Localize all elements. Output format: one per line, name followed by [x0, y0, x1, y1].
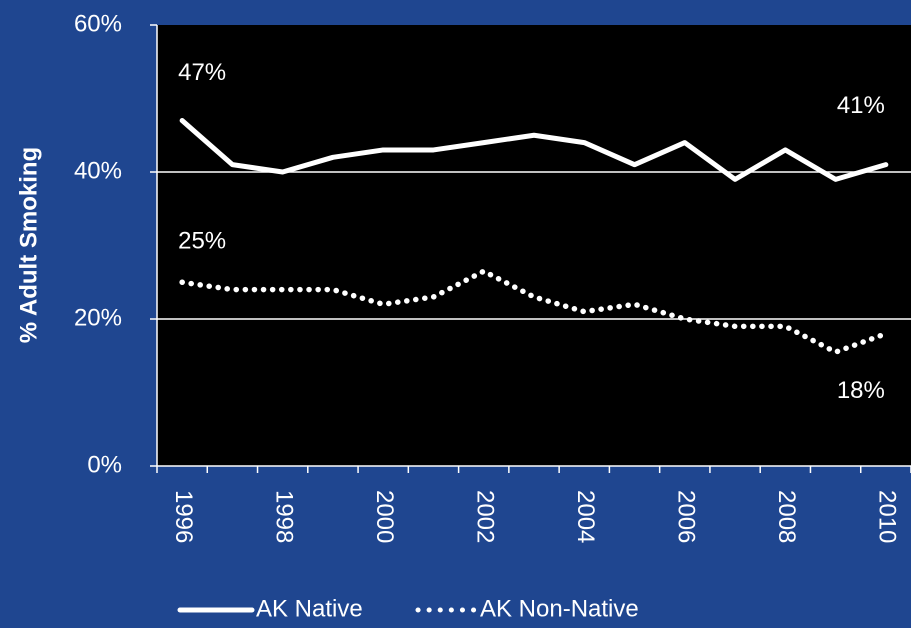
plot-area: [157, 25, 911, 466]
x-tick-label: 2004: [572, 490, 599, 543]
x-tick-label: 2008: [773, 490, 800, 543]
y-tick-label: 40%: [74, 157, 122, 184]
x-tick-label: 2010: [874, 490, 901, 543]
y-tick-label: 60%: [74, 10, 122, 37]
series-line: [179, 268, 889, 355]
data-label: 25%: [178, 228, 226, 255]
x-tick-label: 1996: [170, 490, 197, 543]
data-label: 47%: [178, 59, 226, 86]
y-tick-label: 0%: [87, 451, 122, 478]
x-tick-label: 2002: [471, 490, 498, 543]
x-tick-label: 1998: [270, 490, 297, 543]
x-tick-label: 2000: [371, 490, 398, 543]
legend-label: AK Non-Native: [480, 595, 639, 622]
data-label: 18%: [837, 377, 885, 404]
data-label: 41%: [837, 92, 885, 119]
y-tick-label: 20%: [74, 304, 122, 331]
legend-label: AK Native: [256, 595, 363, 622]
x-tick-label: 2006: [672, 490, 699, 543]
y-axis-label: % Adult Smoking: [15, 147, 42, 343]
series-line: [179, 118, 889, 182]
